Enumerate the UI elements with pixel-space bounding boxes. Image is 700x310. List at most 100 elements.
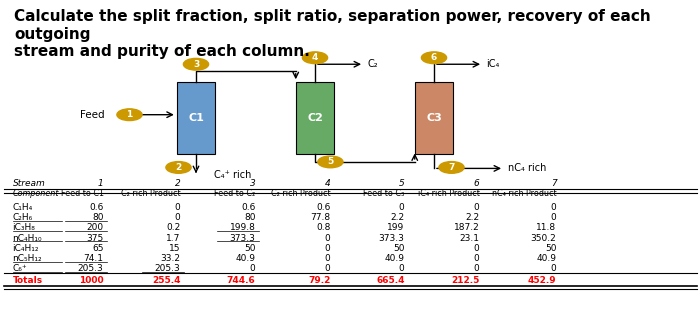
Text: 15: 15 (169, 244, 181, 253)
Text: nC₅H₁₂: nC₅H₁₂ (13, 254, 42, 263)
Text: Feed: Feed (80, 110, 105, 120)
Text: 2: 2 (175, 179, 181, 188)
Text: C₂ rich Product: C₂ rich Product (121, 188, 181, 197)
Text: C2: C2 (307, 113, 323, 123)
Circle shape (117, 109, 142, 121)
Text: 40.9: 40.9 (235, 254, 256, 263)
Circle shape (318, 156, 343, 168)
Text: iC₃H₈: iC₃H₈ (13, 224, 36, 232)
Text: 0.8: 0.8 (316, 224, 330, 232)
Text: 40.9: 40.9 (384, 254, 405, 263)
Text: 50: 50 (244, 244, 256, 253)
Text: 0: 0 (474, 254, 480, 263)
Text: 74.1: 74.1 (83, 254, 104, 263)
Text: 23.1: 23.1 (459, 234, 480, 243)
Text: 4: 4 (325, 179, 330, 188)
Text: Feed to C1: Feed to C1 (61, 188, 104, 197)
Text: 452.9: 452.9 (528, 276, 556, 285)
Text: 0: 0 (325, 264, 330, 273)
Text: Feed to C₃: Feed to C₃ (363, 188, 405, 197)
Text: C₂: C₂ (368, 59, 378, 69)
Text: 80: 80 (92, 213, 104, 222)
Text: 0.6: 0.6 (241, 203, 256, 212)
Text: 0: 0 (325, 254, 330, 263)
Circle shape (421, 52, 447, 64)
Text: iC₄ rich Product: iC₄ rich Product (418, 188, 480, 197)
FancyBboxPatch shape (295, 82, 334, 154)
Text: 0: 0 (474, 203, 480, 212)
Text: 373.3: 373.3 (230, 234, 256, 243)
Text: 50: 50 (393, 244, 405, 253)
Text: 6: 6 (431, 53, 437, 62)
Text: 0.6: 0.6 (89, 203, 104, 212)
Text: 40.9: 40.9 (536, 254, 557, 263)
Text: 350.2: 350.2 (531, 234, 556, 243)
Text: 205.3: 205.3 (78, 264, 104, 273)
Text: 3: 3 (193, 60, 199, 69)
Text: 1000: 1000 (79, 276, 104, 285)
Text: 5: 5 (328, 157, 333, 166)
Text: C₂ rich Product: C₂ rich Product (271, 188, 330, 197)
Text: 205.3: 205.3 (155, 264, 181, 273)
Text: 255.4: 255.4 (152, 276, 181, 285)
Text: C₄⁺ rich: C₄⁺ rich (214, 170, 251, 180)
Text: 79.2: 79.2 (308, 276, 330, 285)
Text: iC₄H₁₂: iC₄H₁₂ (13, 244, 39, 253)
Text: 1.7: 1.7 (166, 234, 181, 243)
Text: 50: 50 (545, 244, 557, 253)
Text: 4: 4 (312, 53, 318, 62)
Text: 65: 65 (92, 244, 104, 253)
Text: 375: 375 (86, 234, 104, 243)
Text: 7: 7 (551, 179, 556, 188)
Text: Stream: Stream (13, 179, 46, 188)
Text: 0: 0 (175, 213, 181, 222)
Text: 0: 0 (399, 203, 405, 212)
Text: C3: C3 (426, 113, 442, 123)
Text: 0: 0 (551, 213, 556, 222)
Text: Feed to C₂: Feed to C₂ (214, 188, 256, 197)
Text: 77.8: 77.8 (310, 213, 330, 222)
Text: C₁H₄: C₁H₄ (13, 203, 33, 212)
Text: 0: 0 (325, 244, 330, 253)
Text: 0: 0 (175, 203, 181, 212)
Text: 0.2: 0.2 (167, 224, 181, 232)
Text: C₆⁺: C₆⁺ (13, 264, 27, 273)
Text: nC₄ rich Product: nC₄ rich Product (492, 188, 556, 197)
Text: 33.2: 33.2 (160, 254, 181, 263)
Text: 0: 0 (551, 264, 556, 273)
FancyBboxPatch shape (176, 82, 216, 154)
Circle shape (166, 162, 191, 173)
Text: nC₄H₁₀: nC₄H₁₀ (13, 234, 42, 243)
Text: 665.4: 665.4 (376, 276, 405, 285)
Text: 2.2: 2.2 (391, 213, 405, 222)
Text: Totals: Totals (13, 276, 43, 285)
Text: 0: 0 (250, 264, 255, 273)
Text: 212.5: 212.5 (451, 276, 480, 285)
Text: 7: 7 (448, 163, 455, 172)
Circle shape (183, 58, 209, 70)
Text: 0: 0 (325, 234, 330, 243)
Text: 0: 0 (474, 244, 480, 253)
Text: 744.6: 744.6 (227, 276, 256, 285)
Text: 2.2: 2.2 (466, 213, 480, 222)
Text: 1: 1 (98, 179, 104, 188)
Text: 6: 6 (474, 179, 480, 188)
Text: iC₄: iC₄ (486, 59, 500, 69)
Circle shape (439, 162, 464, 173)
Text: 199.8: 199.8 (230, 224, 256, 232)
Text: 0.6: 0.6 (316, 203, 330, 212)
Text: 0: 0 (399, 264, 405, 273)
Text: 3: 3 (250, 179, 255, 188)
Text: Calculate the split fraction, split ratio, separation power, recovery of each ou: Calculate the split fraction, split rati… (14, 9, 651, 59)
Text: 11.8: 11.8 (536, 224, 557, 232)
Text: 0: 0 (551, 203, 556, 212)
Text: 80: 80 (244, 213, 256, 222)
Text: 373.3: 373.3 (379, 234, 405, 243)
Text: 200: 200 (87, 224, 104, 232)
Circle shape (302, 52, 328, 64)
Text: 1: 1 (127, 110, 132, 119)
Text: nC₄ rich: nC₄ rich (508, 163, 546, 173)
Text: C1: C1 (188, 113, 204, 123)
Text: 5: 5 (399, 179, 405, 188)
Text: Component: Component (13, 188, 59, 197)
